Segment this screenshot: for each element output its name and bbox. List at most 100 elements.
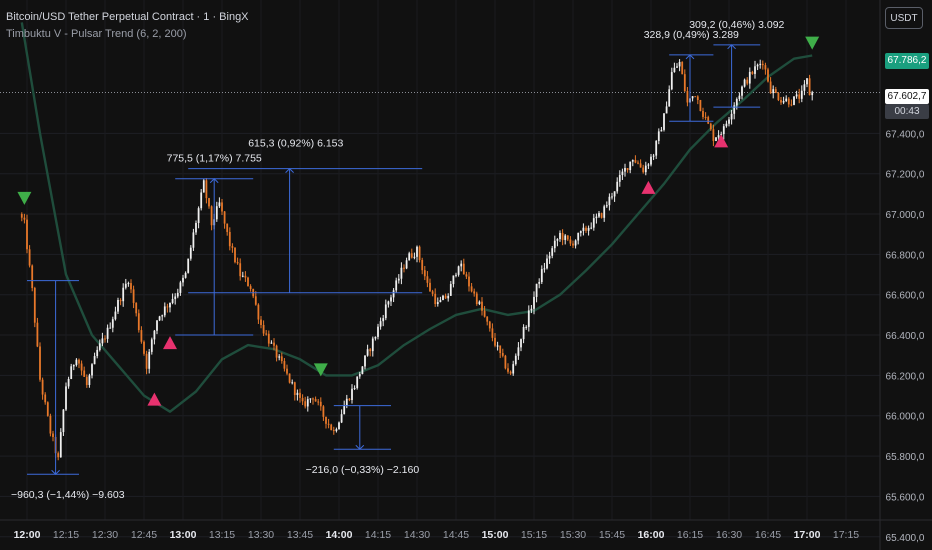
candle-body <box>67 378 70 387</box>
sell-signal-marker <box>17 191 32 205</box>
x-tick-label: 13:15 <box>209 529 235 541</box>
candle-body <box>340 414 343 423</box>
price-axis[interactable]: 67.400,0 67.200,0 67.000,0 66.800,0 66.600,0… <box>886 129 925 543</box>
candle-body <box>418 246 421 261</box>
y-tick-label: 66.800,0 <box>886 250 925 261</box>
candle-body <box>759 63 762 65</box>
candle-body <box>369 349 372 352</box>
candle-body <box>202 180 205 193</box>
candle-body <box>668 89 671 107</box>
candle-body <box>465 274 468 277</box>
candle-body <box>543 268 546 270</box>
candle-body <box>595 216 598 219</box>
candle-body <box>694 96 697 98</box>
x-tick-label: 14:30 <box>404 529 430 541</box>
candle-body <box>592 218 595 228</box>
candle-body <box>431 291 434 294</box>
candle-body <box>800 90 803 99</box>
candle-body <box>644 165 647 173</box>
candle-body <box>613 191 616 197</box>
candle-body <box>579 231 582 233</box>
x-tick-label: 12:45 <box>131 529 157 541</box>
candle-body <box>150 339 153 352</box>
candle-body <box>611 196 613 198</box>
candle-body <box>587 227 590 231</box>
candle-body <box>709 123 712 130</box>
candle-body <box>317 401 320 403</box>
candle-body <box>738 95 741 100</box>
candle-body <box>28 249 31 266</box>
y-tick-label: 65.400,0 <box>886 533 925 544</box>
y-tick-label: 65.800,0 <box>886 452 925 463</box>
candle-body <box>65 386 67 410</box>
candle-body <box>634 160 637 163</box>
candle-body <box>52 433 54 437</box>
indicator-legend[interactable]: Timbuktu V - Pulsar Trend (6, 2, 200) <box>6 28 187 40</box>
candle-body <box>158 316 161 321</box>
candle-body <box>57 453 60 458</box>
candle-body <box>434 293 437 305</box>
candle-body <box>761 63 764 66</box>
candle-body <box>704 116 707 118</box>
candle-body <box>507 368 509 372</box>
currency-button[interactable]: USDT <box>885 7 923 29</box>
candle-body <box>751 71 754 74</box>
candle-body <box>143 341 145 354</box>
candle-body <box>247 277 249 287</box>
candle-body <box>195 223 197 233</box>
candle-body <box>551 248 554 256</box>
x-tick-label: 16:45 <box>755 529 781 541</box>
candle-body <box>156 320 158 331</box>
ema-price-tag: 67.786,2 <box>885 53 929 69</box>
candle-body <box>239 263 242 277</box>
candle-body <box>231 246 234 248</box>
candle-body <box>444 295 447 299</box>
candle-body <box>670 72 673 90</box>
x-tick-label: 14:45 <box>443 529 469 541</box>
candle-body <box>387 301 390 305</box>
candle-body <box>756 64 759 67</box>
candle-body <box>267 333 270 344</box>
candle-body <box>520 339 522 348</box>
measure-arrow-head <box>209 178 219 184</box>
candle-body <box>397 278 400 281</box>
candle-body <box>351 388 353 400</box>
candle-body <box>803 84 806 91</box>
time-axis[interactable]: 12:00 12:15 12:30 12:45 13:00 13:15 13:30 13:45… <box>14 529 860 541</box>
candle-body <box>777 93 780 101</box>
candle-body <box>262 324 265 334</box>
candle-body <box>182 277 184 283</box>
candle-body <box>512 364 515 374</box>
candle-body <box>665 106 668 114</box>
candle-body <box>223 211 226 224</box>
measure-tools: −960,3 (−1,44%) −9.603 775,5 (1,17%) 7.75… <box>11 19 785 501</box>
candle-body <box>192 232 195 248</box>
candlestick-series <box>20 59 814 461</box>
candle-body <box>197 208 200 224</box>
candle-body <box>769 81 772 94</box>
candle-body <box>663 113 665 130</box>
y-tick-label: 66.000,0 <box>886 412 925 423</box>
candle-body <box>423 270 426 277</box>
candle-body <box>249 286 252 289</box>
candle-body <box>306 399 309 407</box>
x-tick-label: 13:45 <box>287 529 313 541</box>
candle-body <box>460 263 463 267</box>
candle-body <box>455 274 457 276</box>
candle-body <box>104 338 106 340</box>
candle-body <box>527 310 530 327</box>
candle-body <box>91 364 93 376</box>
candle-body <box>538 282 541 284</box>
x-tick-label: 14:00 <box>326 529 353 541</box>
candle-body <box>395 280 398 291</box>
candle-body <box>208 198 210 207</box>
measure-label: −216,0 (−0,33%) −2.160 <box>306 464 420 476</box>
candle-body <box>327 423 330 425</box>
candle-body <box>572 243 574 246</box>
candle-body <box>384 304 387 319</box>
candle-body <box>119 300 122 302</box>
candle-body <box>20 214 23 218</box>
candle-body <box>410 253 413 258</box>
